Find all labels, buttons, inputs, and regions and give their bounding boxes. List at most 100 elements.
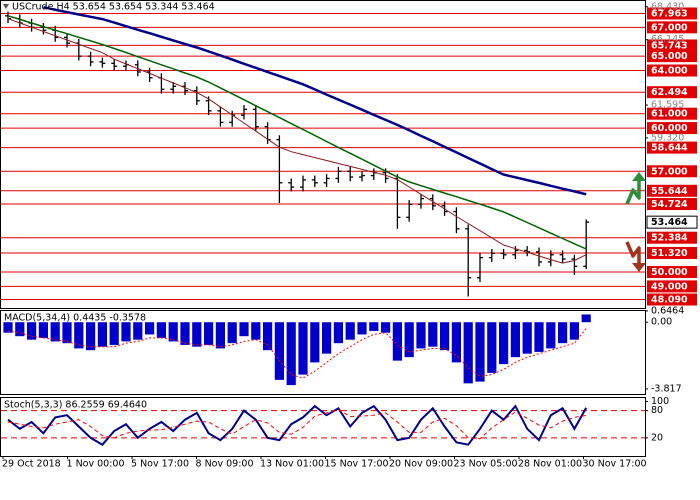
x-tick-label: 5 Nov 17:00 [131, 459, 189, 470]
x-tick-label: 1 Nov 00:00 [67, 459, 125, 470]
down-arrow [625, 241, 641, 266]
macd-bar [499, 322, 509, 365]
level-label: 65.000 [651, 51, 688, 62]
macd-bar [86, 322, 96, 351]
macd-bar [487, 322, 497, 373]
level-label: 50.000 [651, 267, 688, 278]
last-price-box [646, 215, 698, 229]
x-tick-label: 29 Oct 2018 [2, 459, 61, 470]
macd-bar [333, 322, 343, 344]
macd-bar [475, 322, 485, 382]
macd-bar [345, 322, 355, 340]
level-label: 48.090 [651, 295, 688, 306]
macd-bar [463, 322, 473, 384]
macd-bar [534, 322, 544, 352]
level-label: 58.644 [651, 143, 688, 154]
macd-bar [310, 322, 320, 363]
macd-bar [558, 322, 568, 344]
macd-bar [168, 322, 178, 342]
x-tick-label: 23 Nov 05:00 [454, 459, 518, 470]
level-label: 51.320 [651, 248, 688, 259]
up-arrow [625, 178, 641, 205]
level-label-box [647, 231, 697, 244]
level-label-box [647, 122, 697, 135]
y-tick-label: 59.320 [651, 132, 684, 143]
macd-bar [451, 322, 461, 363]
level-label-box [647, 21, 697, 34]
macd-bar [357, 322, 367, 335]
down-arrow-head [632, 263, 646, 272]
macd-bar [133, 322, 143, 340]
level-label-box [647, 86, 697, 99]
macd-bar [145, 322, 155, 335]
macd-bar [322, 322, 332, 354]
macd-bar [510, 322, 520, 358]
up-arrow-head [632, 172, 646, 181]
y-tick-label: -3.817 [651, 383, 682, 394]
indicator-line [7, 15, 587, 250]
level-label: 54.724 [651, 199, 688, 210]
macd-bar [38, 322, 48, 338]
level-label-box [647, 247, 697, 260]
macd-bar [522, 322, 532, 354]
macd-bar [251, 322, 261, 340]
macd-bar [227, 322, 237, 344]
price-header: USCrude,H4 53.654 53.654 53.344 53.464 [12, 2, 215, 13]
level-label: 61.000 [651, 109, 688, 120]
level-label: 60.000 [651, 123, 688, 134]
symbol-icon [3, 4, 9, 9]
macd-bar [581, 314, 591, 323]
level-label: 55.644 [651, 186, 688, 197]
macd-bar [215, 322, 225, 349]
level-label-box [647, 198, 697, 211]
macd-bar [416, 322, 426, 349]
level-label-box [647, 266, 697, 279]
level-label-box [647, 107, 697, 120]
y-tick-label: 100 [651, 396, 669, 407]
level-label-box [647, 64, 697, 77]
macd-bar [15, 322, 25, 337]
x-tick-label: 20 Nov 09:00 [389, 459, 453, 470]
macd-bar [74, 322, 84, 349]
macd-bar [404, 322, 414, 358]
level-label: 52.384 [651, 233, 688, 244]
macd-bar [263, 322, 273, 351]
y-tick-label: 68.430 [651, 1, 684, 12]
macd-bar [121, 322, 131, 342]
macd-bar [50, 322, 60, 342]
x-tick-label: 8 Nov 09:00 [196, 459, 254, 470]
macd-bar [546, 322, 556, 349]
level-label-box [647, 184, 697, 197]
macd-bar [27, 322, 37, 340]
y-tick-label: 20 [651, 432, 663, 443]
stoch-header: Stoch(5,3,3) 86.2559 69.4640 [4, 400, 147, 411]
macd-bar [204, 322, 214, 345]
macd-bar [62, 322, 72, 344]
x-tick-label: 13 Nov 01:00 [260, 459, 324, 470]
y-tick-label: 61.595 [651, 100, 684, 111]
level-label: 65.743 [651, 40, 688, 51]
stoch-panel [0, 397, 646, 457]
macd-bar [109, 322, 119, 345]
x-tick-label: 15 Nov 17:00 [325, 459, 389, 470]
level-label: 64.000 [651, 66, 688, 77]
indicator-line [7, 409, 587, 440]
level-label-box [647, 7, 697, 20]
macd-bar [298, 322, 308, 375]
indicator-line [7, 18, 587, 264]
level-label: 57.000 [651, 166, 688, 177]
macd-bar [192, 322, 202, 347]
level-label: 49.000 [651, 281, 688, 292]
level-label-box [647, 165, 697, 178]
y-tick-label: 66.145 [651, 34, 684, 45]
macd-bar [156, 322, 166, 338]
level-label: 62.494 [651, 87, 688, 98]
level-label-box [647, 50, 697, 63]
macd-bar [286, 322, 296, 386]
x-tick-label: 28 Nov 01:00 [518, 459, 582, 470]
macd-bar [381, 322, 391, 333]
